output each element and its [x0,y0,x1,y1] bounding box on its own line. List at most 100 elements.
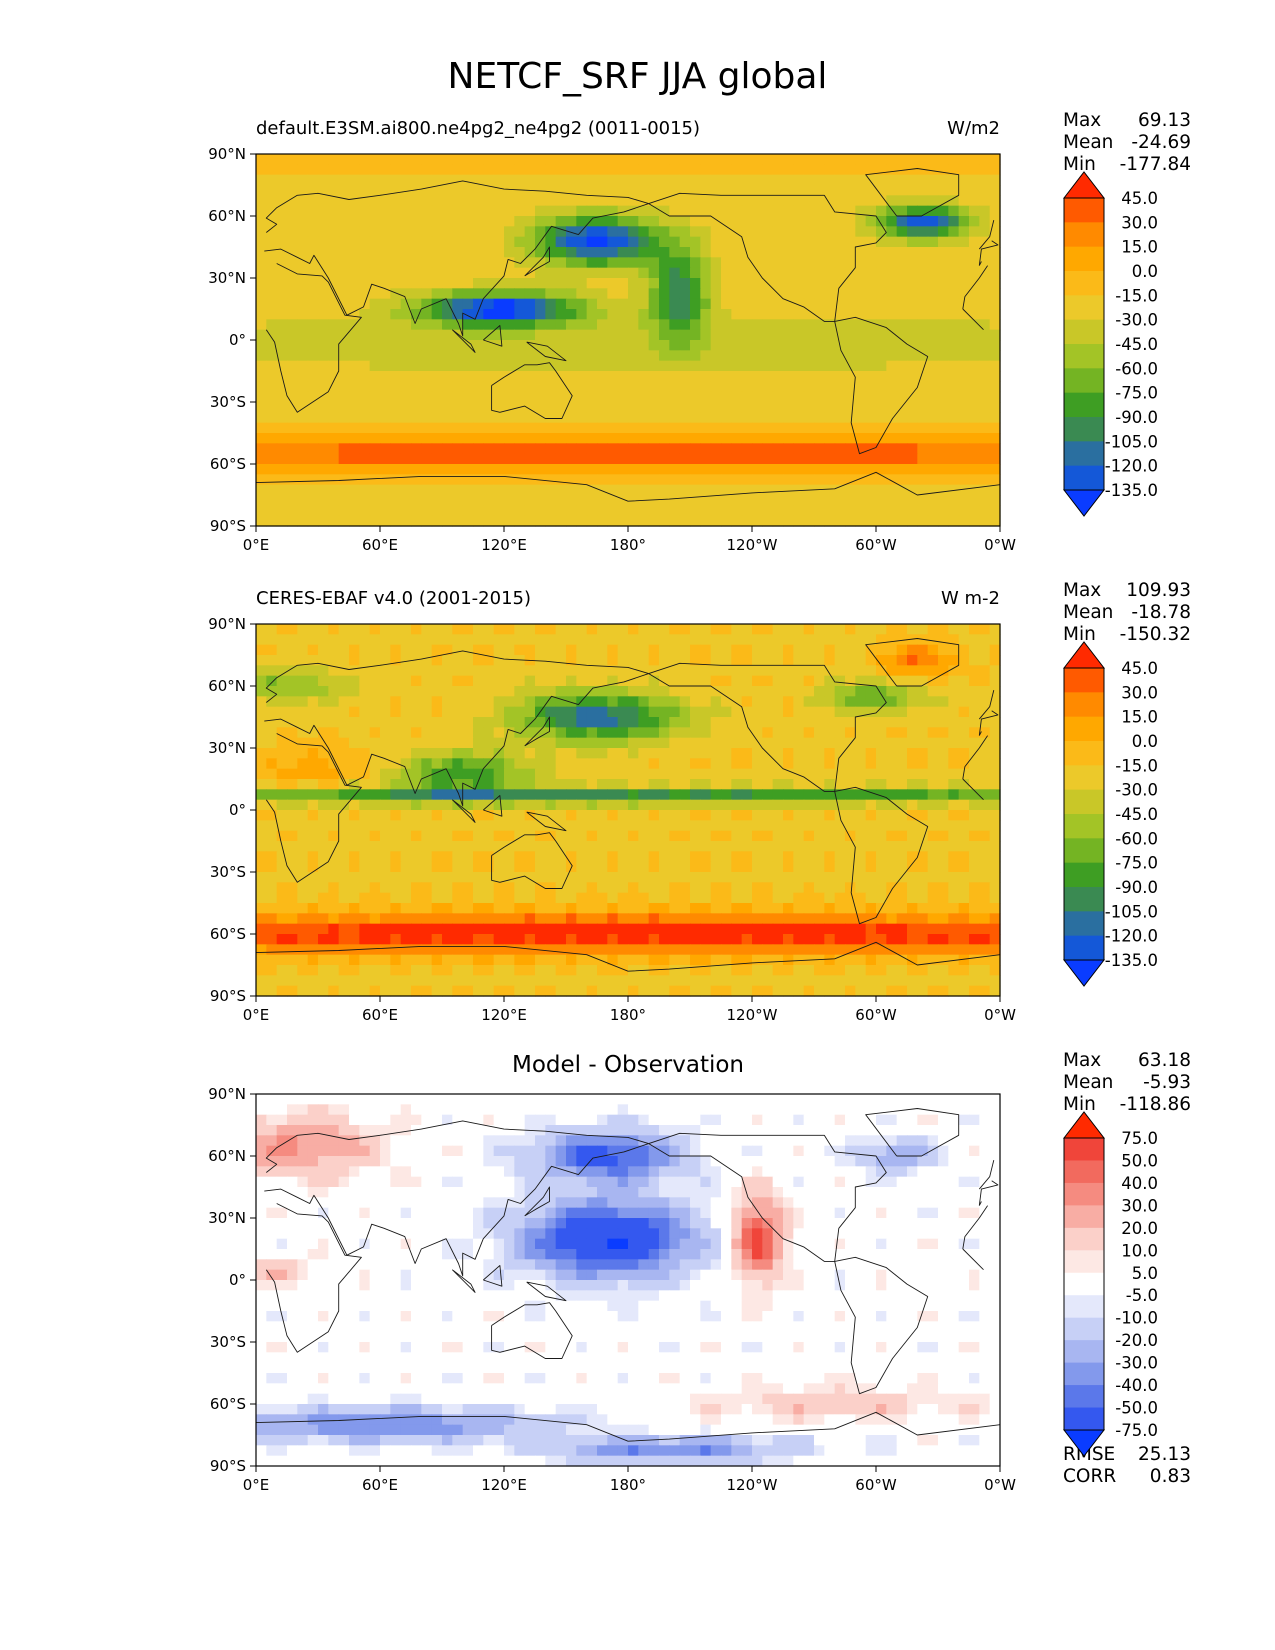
field-cell [586,799,598,811]
field-cell [731,495,743,506]
field-cell [783,841,794,852]
field-cell [917,340,929,351]
field-cell [349,402,360,413]
field-cell [607,381,619,393]
field-cell [555,892,567,904]
x-tick-label: 60°W [855,536,897,554]
field-cell [421,841,433,852]
field-cell [989,205,1001,217]
field-cell [803,789,815,801]
field-cell [700,717,712,728]
field-cell [710,205,722,217]
coastline [524,246,550,277]
field-cell [793,758,805,770]
field-cell [989,340,1001,351]
field-cell [400,236,412,248]
field-cell [442,727,453,739]
field-cell [431,644,443,656]
field-cell [762,851,774,863]
field-cell [359,154,371,165]
field-cell [710,748,722,759]
field-cell [659,422,670,434]
field-cell [545,737,557,749]
stats-block: Max 109.93 Mean -18.78 Min -150.32 [1063,580,1191,646]
field-cell [679,257,691,269]
field-cell [669,381,681,393]
field-cell [752,892,763,904]
field-cell [318,934,329,945]
field-cell [307,412,319,424]
field-cell [307,247,319,258]
field-cell [318,278,329,289]
field-cell [969,851,980,863]
field-cell [576,655,588,666]
field-cell [380,851,391,863]
field-cell [256,644,267,656]
field-cell [669,727,681,739]
field-cell [380,882,391,894]
field-cell [865,464,877,475]
field-cell [865,810,877,821]
field-cell [648,267,660,279]
field-cell [989,154,1001,165]
field-cell [793,944,805,956]
field-cell [834,923,846,935]
field-cell [566,768,577,780]
field-cell [690,923,701,935]
field-cell [989,923,1001,935]
field-cell [638,841,650,852]
field-cell [524,288,536,300]
field-cell [700,851,712,863]
field-cell [710,861,722,873]
field-cell [721,923,732,935]
field-cell [783,298,794,310]
field-cell [555,257,567,269]
field-cell [659,944,670,956]
field-cell [566,675,577,687]
field-cell [276,675,288,687]
field-cell [390,706,402,718]
field-cell [628,319,639,331]
field-cell [628,309,639,320]
field-cell [514,226,526,238]
field-cell [473,360,484,372]
field-cell [287,634,298,646]
field-cell [876,799,887,811]
field-cell [803,216,815,227]
field-cell [710,934,722,945]
field-cell [514,665,526,677]
field-cell [907,686,918,697]
field-cell [741,820,753,832]
field-cell [431,810,443,821]
field-cell [989,453,1001,465]
field-cell [638,422,650,434]
field-cell [628,696,639,708]
field-cell [617,205,629,217]
field-cell [814,247,825,258]
field-cell [607,675,619,687]
field-cell [442,913,453,925]
field-cell [710,216,722,227]
field-cell [597,944,608,956]
field-cell [648,247,660,258]
field-cell [266,779,278,790]
field-cell [979,495,991,506]
field-cell [349,737,360,749]
field-cell [576,810,588,821]
field-cell [741,267,753,279]
field-cell [617,820,629,832]
field-cell [328,350,340,362]
field-cell [762,799,774,811]
field-cell [824,288,836,300]
field-cell [979,154,991,165]
field-cell [638,655,650,666]
field-cell [524,820,536,832]
field-cell [721,257,732,269]
field-cell [824,727,836,739]
field-cell [483,515,495,527]
field-cell [938,247,949,258]
field-cell [307,768,319,780]
field-cell [845,717,856,728]
field-cell [803,195,815,207]
field-cell [762,236,774,248]
